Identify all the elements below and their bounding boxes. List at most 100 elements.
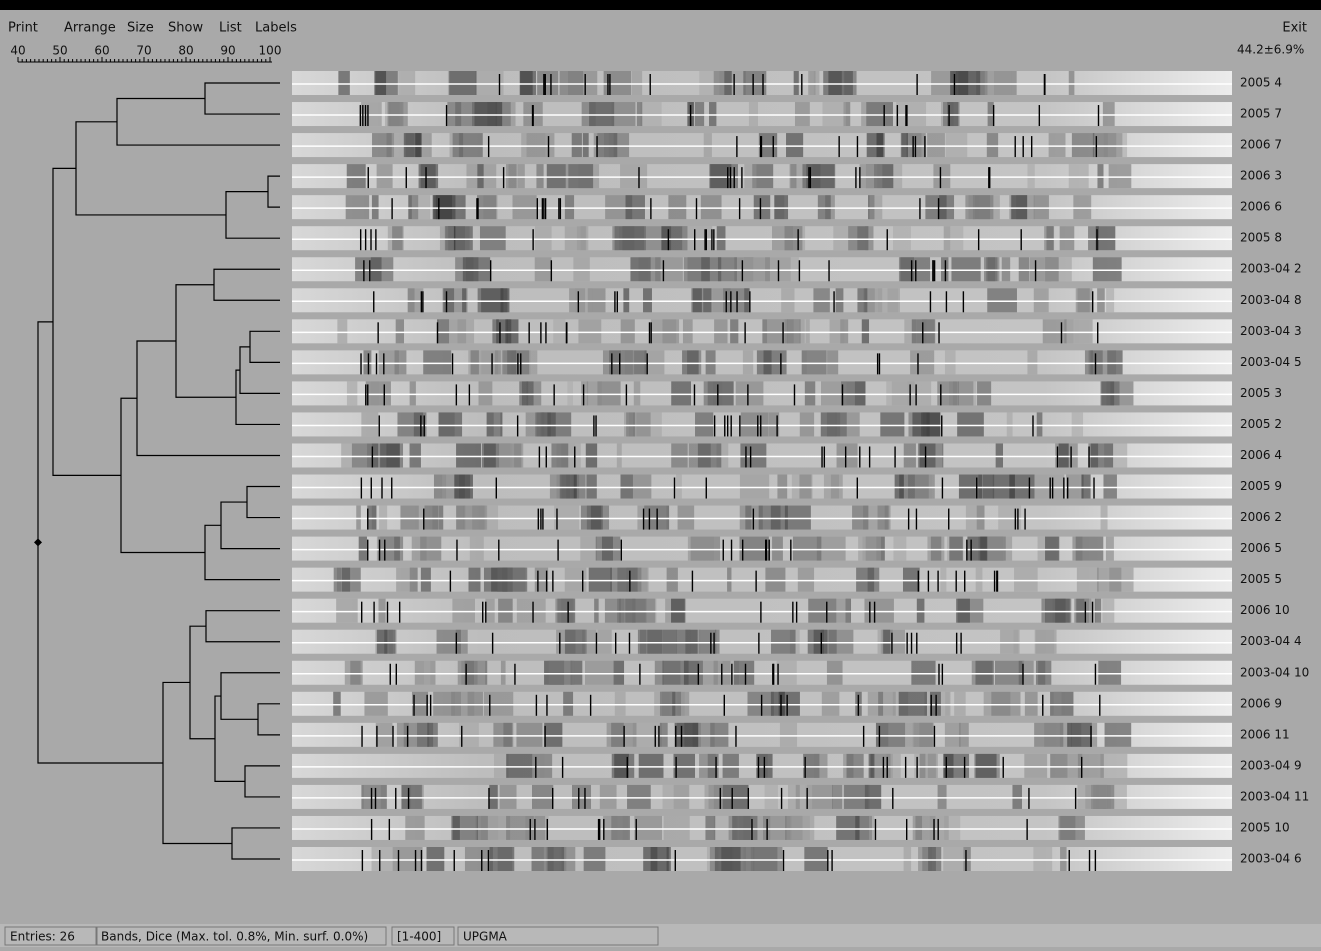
gel-band <box>820 599 850 623</box>
gel-band <box>717 226 726 250</box>
gel-band <box>754 195 770 219</box>
gel-band <box>439 506 443 530</box>
gel-band <box>1027 164 1034 188</box>
gel-band <box>1095 599 1101 623</box>
gel-band <box>1103 102 1115 126</box>
scale-label: 70 <box>136 44 151 58</box>
gel-band <box>774 195 788 219</box>
gel-band <box>1012 785 1022 809</box>
gel-band <box>1069 71 1075 95</box>
gel-band <box>630 475 651 499</box>
gel-band <box>951 226 963 250</box>
gel-band <box>1011 195 1027 219</box>
menu-item[interactable]: Labels <box>255 21 297 36</box>
gel-band <box>705 816 715 840</box>
dendrogram-branch <box>205 525 280 579</box>
gel-band <box>1013 630 1018 654</box>
gel-band <box>830 319 845 343</box>
gel-band <box>1072 133 1094 157</box>
gel-band <box>456 443 481 467</box>
dendrogram-branch <box>121 398 205 552</box>
gel-band <box>827 661 843 685</box>
gel-band <box>377 630 387 654</box>
gel-band <box>372 847 397 871</box>
gel-band <box>852 506 868 530</box>
gel-band <box>956 71 980 95</box>
gel-band <box>744 288 750 312</box>
gel-band <box>492 319 498 343</box>
gel-band <box>427 723 438 747</box>
gel-band <box>1105 723 1132 747</box>
gel-band <box>739 537 768 561</box>
gel-band <box>706 350 716 374</box>
gel-band <box>663 630 691 654</box>
gel-band <box>489 785 497 809</box>
gel-band <box>662 661 680 685</box>
gel-band <box>412 537 427 561</box>
gel-band <box>591 506 601 530</box>
gel-band <box>978 475 994 499</box>
gel-band <box>1081 475 1090 499</box>
menu-item[interactable]: Size <box>127 21 154 36</box>
row-label: 2003-04 9 <box>1240 758 1302 772</box>
dendrogram <box>34 83 280 859</box>
menu-item[interactable]: Show <box>168 21 203 36</box>
gel-band <box>412 195 430 219</box>
gel-band <box>347 381 357 405</box>
menu-item[interactable]: Arrange <box>64 21 116 36</box>
gel-band <box>361 412 378 436</box>
gel-band <box>995 661 1024 685</box>
dendrogram-branch <box>245 766 280 797</box>
gel-band <box>596 537 621 561</box>
gel-band <box>938 785 947 809</box>
gel-band <box>903 568 920 592</box>
menu-item[interactable]: List <box>219 21 242 36</box>
gel-band <box>500 785 517 809</box>
row-label: 2003-04 6 <box>1240 852 1302 866</box>
gel-band <box>583 133 589 157</box>
gel-band <box>678 506 695 530</box>
gel-band <box>637 506 666 530</box>
gel-band <box>943 754 953 778</box>
gel-strips <box>292 71 1232 871</box>
gel-band <box>785 506 811 530</box>
row-label: 2006 2 <box>1240 510 1282 524</box>
gel-band <box>701 257 721 281</box>
gel-band <box>640 630 646 654</box>
gel-band <box>1033 847 1052 871</box>
gel-band <box>617 443 622 467</box>
gel-band <box>1024 754 1047 778</box>
gel-band <box>568 164 593 188</box>
dendrogram-branch <box>214 269 280 300</box>
gel-band <box>868 568 880 592</box>
gel-band <box>912 723 934 747</box>
row-label: 2005 7 <box>1240 107 1282 121</box>
menu-item[interactable]: Print <box>8 21 38 36</box>
gel-band <box>799 475 811 499</box>
gel-band <box>922 319 934 343</box>
gel-band <box>836 816 859 840</box>
dendrogram-branch <box>137 341 280 455</box>
gel-band <box>646 599 657 623</box>
gel-band <box>1034 723 1063 747</box>
gel-band <box>943 847 963 871</box>
gel-band <box>480 226 506 250</box>
gel-band <box>899 692 927 716</box>
gel-band <box>478 288 508 312</box>
dendrogram-branch <box>258 704 280 735</box>
gel-band <box>484 443 496 467</box>
gel-band <box>537 71 558 95</box>
gel-band <box>614 661 625 685</box>
gel-band <box>904 443 916 467</box>
gel-band <box>786 133 803 157</box>
gel-band <box>535 257 552 281</box>
gel-band <box>896 102 926 126</box>
root-node <box>34 538 42 546</box>
gel-band <box>594 599 598 623</box>
gel-band <box>634 381 640 405</box>
gel-band <box>633 723 662 747</box>
gel-band <box>805 381 815 405</box>
gel-band <box>988 102 994 126</box>
exit-menu[interactable]: Exit <box>1282 21 1307 36</box>
gel-band <box>470 537 484 561</box>
